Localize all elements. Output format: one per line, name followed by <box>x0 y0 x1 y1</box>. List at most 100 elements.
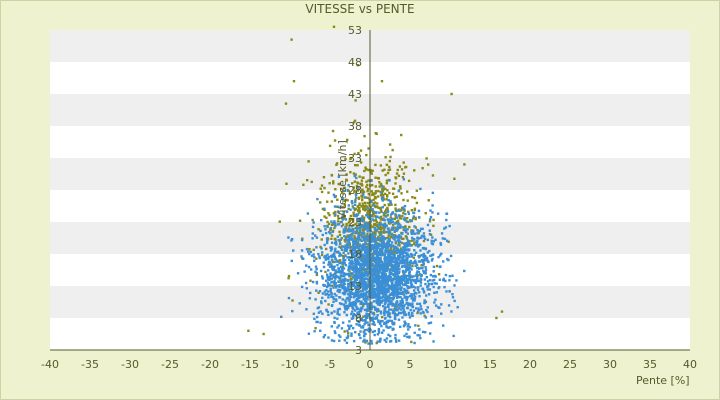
data-point <box>363 277 366 281</box>
data-point <box>463 163 466 166</box>
data-point <box>380 296 384 299</box>
data-point <box>373 201 377 204</box>
data-point <box>319 269 323 273</box>
data-point <box>403 334 406 338</box>
data-point <box>381 189 385 193</box>
data-point <box>373 292 377 295</box>
data-point <box>349 208 352 211</box>
data-point <box>333 220 336 223</box>
data-point <box>352 275 355 279</box>
data-point <box>331 274 334 277</box>
data-point <box>375 275 379 278</box>
data-point <box>389 202 393 205</box>
data-point <box>417 286 420 289</box>
data-point <box>400 302 403 305</box>
data-point <box>355 229 359 233</box>
data-point <box>367 223 371 226</box>
data-point <box>394 242 397 245</box>
data-point <box>397 311 401 315</box>
data-point <box>366 221 370 224</box>
data-point <box>347 252 350 255</box>
data-point <box>320 184 324 187</box>
chart-title: VITESSE vs PENTE <box>305 2 415 16</box>
data-point <box>344 226 348 230</box>
data-point <box>387 326 390 329</box>
data-point <box>392 323 395 326</box>
data-point <box>348 267 351 271</box>
data-point <box>308 252 311 256</box>
data-point <box>376 297 379 300</box>
data-point <box>333 237 336 241</box>
data-point <box>410 284 413 287</box>
data-point <box>401 264 404 268</box>
data-point <box>402 218 406 221</box>
data-point <box>331 284 334 287</box>
data-point <box>388 286 391 289</box>
data-point <box>403 204 407 208</box>
data-point <box>385 325 389 329</box>
data-point <box>349 283 353 287</box>
data-point <box>336 288 340 292</box>
data-point <box>406 281 409 285</box>
data-point <box>352 339 356 343</box>
data-point <box>367 327 371 330</box>
data-point <box>427 282 431 286</box>
data-point <box>323 215 326 218</box>
data-point <box>429 215 433 219</box>
data-point <box>395 260 399 264</box>
data-point <box>344 236 347 239</box>
data-point <box>377 258 380 261</box>
data-point <box>350 288 354 291</box>
data-point <box>394 240 397 244</box>
data-point <box>406 228 409 231</box>
data-point <box>418 308 421 312</box>
data-point <box>335 284 339 288</box>
data-point <box>394 288 397 291</box>
data-point <box>360 326 363 329</box>
data-point <box>405 245 409 248</box>
data-point <box>340 248 344 251</box>
data-point <box>354 173 357 176</box>
data-point <box>348 292 351 295</box>
data-point <box>339 335 342 338</box>
data-point <box>379 243 382 247</box>
data-point <box>377 286 380 290</box>
data-point <box>391 267 394 270</box>
x-tick-label: -30 <box>121 358 139 371</box>
data-point <box>399 311 403 315</box>
data-point <box>426 306 429 309</box>
data-point <box>357 218 361 221</box>
data-point <box>398 267 401 271</box>
data-point <box>413 208 417 212</box>
data-point <box>376 244 379 248</box>
data-point <box>344 230 347 233</box>
data-point <box>346 199 349 202</box>
data-point <box>406 240 410 243</box>
data-point <box>369 247 373 251</box>
data-point <box>379 164 383 167</box>
data-point <box>380 231 383 234</box>
data-point <box>357 261 361 264</box>
data-point <box>384 156 387 159</box>
data-point <box>326 278 330 281</box>
data-point <box>373 288 377 291</box>
data-point <box>413 299 416 302</box>
data-point <box>342 212 345 216</box>
data-point <box>362 340 365 343</box>
data-point <box>398 236 401 240</box>
data-point <box>379 226 383 229</box>
data-point <box>406 325 409 328</box>
data-point <box>355 176 358 180</box>
data-point <box>400 168 404 171</box>
data-point <box>372 264 376 268</box>
data-point <box>349 170 352 174</box>
data-point <box>319 300 323 303</box>
data-point <box>330 173 334 177</box>
data-point <box>311 218 314 222</box>
data-point <box>388 168 392 171</box>
data-point <box>389 278 392 281</box>
data-point <box>357 299 361 303</box>
data-point <box>417 254 420 258</box>
data-point <box>287 236 290 239</box>
data-point <box>392 269 395 273</box>
